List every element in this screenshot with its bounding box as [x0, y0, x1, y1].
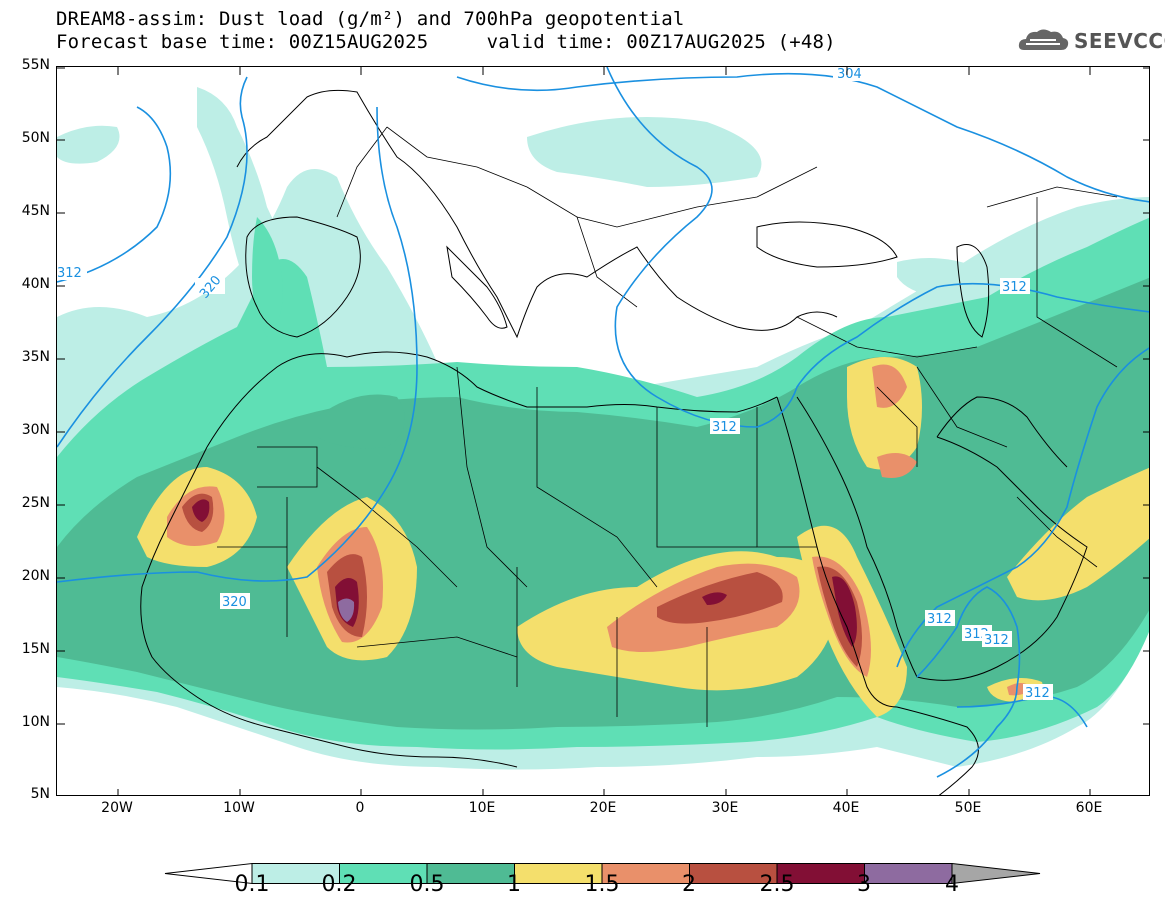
africa-north-coast [206, 351, 778, 448]
contour-304-north [456, 72, 1149, 203]
colorbar-label: 2 [682, 872, 696, 897]
lat-label: 35N [21, 349, 50, 365]
coastlines [140, 89, 1088, 795]
contour-label: 312 [1000, 278, 1030, 295]
lon-label: 10E [468, 800, 496, 816]
colorbar-frame [251, 863, 953, 884]
seevccc-logo: SEEVCCC [1016, 26, 1165, 56]
contour-320-west [57, 76, 248, 448]
colorbar-label: 0.1 [234, 872, 270, 897]
svg-text:312: 312 [57, 266, 82, 281]
lat-label: 45N [21, 203, 50, 219]
lon-label: 40E [832, 800, 860, 816]
lon-label: 10W [223, 800, 255, 816]
caspian-sea [956, 244, 990, 338]
africa-west-coast [140, 446, 518, 768]
cloud-icon [1018, 29, 1069, 50]
geopotential-contours [57, 67, 1149, 778]
svg-text:312: 312 [984, 633, 1009, 648]
lat-label: 40N [21, 276, 50, 292]
contour-label: 304 [833, 67, 863, 82]
colorbar-label: 1 [507, 872, 521, 897]
dust-band-1-arabia [1007, 467, 1149, 601]
italy [446, 245, 508, 329]
horn-africa [896, 706, 979, 795]
lat-label: 20N [21, 568, 50, 584]
logo-text: SEEVCCC [1074, 29, 1165, 53]
contour-320-north [57, 106, 172, 283]
tick-marks [57, 67, 1149, 795]
dust-band-15-gulf [877, 453, 917, 478]
arabia-coast [916, 436, 1088, 681]
country-borders [217, 126, 1118, 727]
contour-label: 312 [1023, 684, 1053, 701]
dust-field [57, 87, 1149, 770]
dust-band-15-iraq [872, 364, 907, 408]
persian-gulf [936, 396, 1068, 468]
lat-label: 10N [21, 714, 50, 730]
lon-label: 60E [1075, 800, 1103, 816]
svg-text:312: 312 [1002, 280, 1027, 295]
colorbar-label: 0.5 [409, 872, 445, 897]
forecast-time-line: Forecast base time: 00Z15AUG2025 valid t… [56, 31, 836, 53]
colorbar [164, 862, 1041, 885]
dust-band-02-iberia [252, 217, 283, 337]
lon-label: 0 [355, 800, 365, 816]
dust-band-01-caspian [897, 258, 977, 297]
contour-312-yemen [916, 586, 1021, 778]
dust-band-25-sahel [702, 592, 727, 605]
red-sea-west [776, 396, 898, 708]
dust-band-25-redsea [832, 576, 857, 647]
dust-band-3-mali [338, 598, 355, 622]
map-canvas: 304 320 312 320 312 312 312 312 312 312 [57, 67, 1149, 795]
dust-map: 304 320 312 320 312 312 312 312 312 312 [56, 66, 1150, 796]
contour-label: 312 [982, 631, 1012, 648]
contour-label: 312 [710, 418, 740, 435]
contour-label: 320 [220, 593, 250, 610]
lat-label: 55N [21, 57, 50, 73]
lon-label: 20W [101, 800, 133, 816]
map-title: DREAM8-assim: Dust load (g/m²) and 700hP… [56, 8, 685, 30]
dust-band-05-north [317, 394, 405, 449]
colorbar-label: 4 [945, 872, 959, 897]
lat-label: 15N [21, 641, 50, 657]
colorbar-label: 1.5 [584, 872, 620, 897]
colorbar-label: 2.5 [759, 872, 795, 897]
svg-text:320: 320 [222, 595, 247, 610]
svg-text:312: 312 [927, 612, 952, 627]
iberia-coast [245, 216, 361, 338]
red-sea-east [796, 396, 918, 678]
lat-label: 25N [21, 495, 50, 511]
contour-312-arabia [896, 347, 1149, 668]
lon-label: 50E [954, 800, 982, 816]
lat-label: 30N [21, 422, 50, 438]
svg-text:312: 312 [712, 420, 737, 435]
contour-label: 312 [57, 264, 87, 281]
contour-312-med [57, 106, 418, 583]
colorbar-label: 3 [857, 872, 871, 897]
lat-label: 50N [21, 130, 50, 146]
lon-label: 20E [589, 800, 617, 816]
europe-coast [236, 89, 838, 339]
lon-label: 30E [711, 800, 739, 816]
contour-label: 312 [925, 610, 955, 627]
dust-band-25-west [192, 499, 210, 522]
dust-band-01-west [57, 125, 120, 164]
svg-text:304: 304 [837, 67, 862, 82]
dust-band-01-balkan [527, 117, 762, 187]
svg-text:312: 312 [1025, 686, 1050, 701]
colorbar-label: 0.2 [321, 872, 357, 897]
black-sea [756, 221, 898, 268]
lat-label: 5N [30, 786, 50, 802]
